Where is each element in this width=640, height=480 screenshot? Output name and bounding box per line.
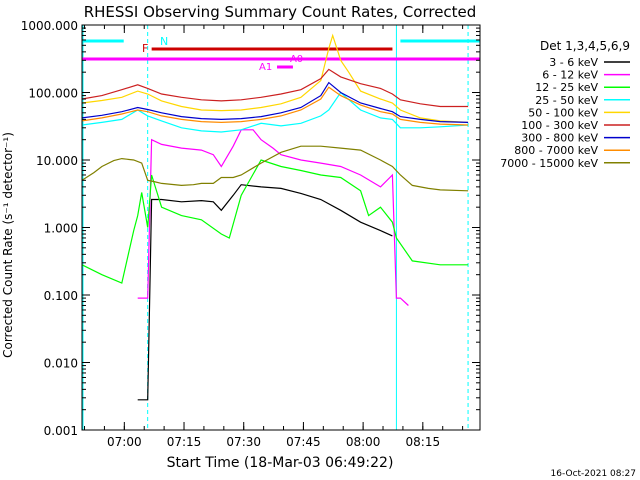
series-line-8 [81,86,469,126]
x-tick-label: 07:30 [226,435,261,449]
y-tick-label: 10.000 [36,154,78,168]
series-line-7 [81,81,469,123]
series-line-6 [81,68,469,108]
x-tick-label: 07:45 [286,435,321,449]
x-tick-label: 07:00 [107,435,142,449]
legend-label: 800 - 7000 keV [514,144,598,157]
y-tick-label: 100.000 [28,87,78,101]
legend-label: 7000 - 15000 keV [500,157,598,170]
footer-timestamp: 16-Oct-2021 08:27 [551,469,636,479]
legend-title: Det 1,3,4,5,6,9 [540,39,630,53]
x-tick-label: 08:15 [406,435,441,449]
y-tick-label: 0.001 [44,424,78,438]
y-tick-label: 1.000 [44,222,78,236]
series-line-3 [81,159,469,284]
legend-label: 100 - 300 keV [521,119,598,132]
night-flag-label: N [160,35,168,48]
series-line-2 [137,129,409,306]
y-axis-label: Corrected Count Rate (s⁻¹ detector⁻¹) [1,132,15,358]
legend-label: 3 - 6 keV [549,56,598,69]
chart-title: RHESSI Observing Summary Count Rates, Co… [84,3,477,21]
legend-label: 300 - 800 keV [521,132,598,145]
series-line-1 [137,184,393,401]
y-tick-label: 0.100 [44,289,78,303]
x-tick-label: 07:15 [167,435,202,449]
attenuator-a0-label: A0 [290,54,303,65]
y-tick-label: 1000.000 [21,19,78,33]
legend-label: 6 - 12 keV [542,69,598,82]
legend-label: 50 - 100 keV [528,106,598,119]
attenuator-a1-label: A1 [259,62,272,73]
series-line-4 [81,91,469,133]
legend-label: 12 - 25 keV [535,81,598,94]
series-line-5 [81,33,469,123]
flare-flag-label: F [142,42,148,55]
y-tick-label: 0.010 [44,357,78,371]
series-line-9 [81,145,469,192]
x-axis-label: Start Time (18-Mar-03 06:49:22) [167,455,394,471]
legend-label: 25 - 50 keV [535,94,598,107]
x-tick-label: 08:00 [346,435,381,449]
